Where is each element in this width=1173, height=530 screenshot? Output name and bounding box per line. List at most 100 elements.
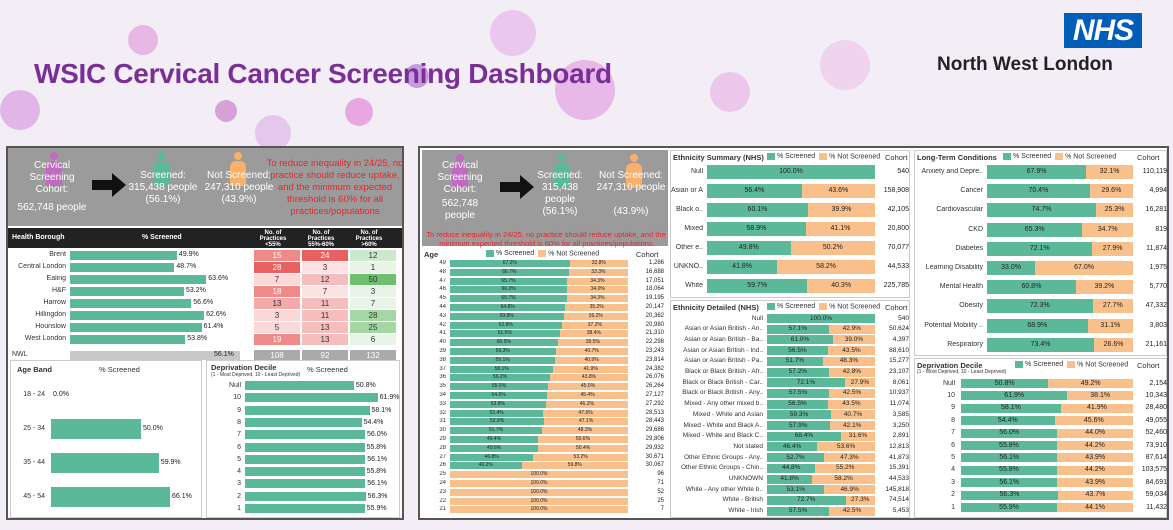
- pct-not-screened: 43.9%: [1085, 478, 1106, 486]
- pct-not-screened: 48.3%: [839, 357, 859, 365]
- bar-not-screened: [1035, 261, 1133, 275]
- borough-pct: 62.6%: [206, 311, 226, 318]
- pct-screened: 49.8%: [738, 244, 759, 251]
- age-pct-not: 100.0%: [530, 480, 548, 486]
- legend-not: % Not Screened: [1077, 361, 1129, 369]
- cohort-value: 44,533: [889, 475, 909, 482]
- age-bar-track: 66.7% 33.3%: [450, 268, 628, 276]
- age-pct-screened: 46.8%: [484, 453, 499, 460]
- bar-track: 56.5% 43.5%: [767, 399, 875, 409]
- cohort-value: 5,770: [1149, 283, 1167, 291]
- cohort-value: 103,575: [1141, 466, 1167, 474]
- chart-title: Long-Term Conditions: [917, 153, 997, 162]
- cohort-value: 74,514: [889, 496, 909, 504]
- age-bar-screened: [450, 286, 568, 294]
- cohort-value: 540: [897, 168, 909, 175]
- age-bar-not: [533, 453, 628, 461]
- not-screened-label: Not Screened:: [599, 170, 663, 181]
- bar-not-screened: [845, 495, 875, 505]
- bar-track: 55.8% 44.2%: [961, 441, 1133, 450]
- age-label: 26: [439, 462, 446, 469]
- borough-bar-track: [70, 311, 250, 320]
- screened-value: 315,438 people: [128, 182, 198, 193]
- borough-name: Hillingdon: [35, 311, 66, 318]
- bar-not-screened: [777, 260, 875, 274]
- total-55-60: 92: [302, 350, 348, 361]
- bar-screened: [767, 463, 816, 473]
- legend-swatch-not: [1067, 361, 1076, 368]
- bar-not-screened: [828, 324, 875, 334]
- bg-circle: [345, 98, 373, 126]
- pct-not-screened: 27.7%: [1102, 302, 1123, 310]
- bar-not-screened: [1067, 391, 1133, 401]
- age-bar-screened: [450, 400, 546, 408]
- pct-screened: 73.4%: [1030, 340, 1051, 348]
- age-bar-track: 100.0%: [450, 488, 628, 496]
- ageband-name: 18 - 24: [23, 391, 45, 398]
- age-pct-not: 32.8%: [591, 260, 606, 266]
- age-pct-screened: 59.1%: [495, 356, 510, 363]
- total-gt60: 132: [350, 350, 396, 361]
- age-bar-screened: [450, 365, 554, 373]
- age-bar-track: 49.4% 50.6%: [450, 436, 628, 443]
- bar-not-screened: [1075, 280, 1133, 295]
- age-label: 42: [439, 321, 446, 328]
- age-pct-not: 34.3%: [590, 295, 605, 302]
- cohort-value: 158,908: [883, 187, 909, 194]
- cohort-value: 10,937: [889, 389, 909, 397]
- age-label: 25: [439, 471, 446, 478]
- not-screened-pct: (43.9%): [613, 206, 649, 217]
- age-bar-not: [545, 400, 628, 408]
- bar-screened: [767, 474, 813, 484]
- legend-swatch-screened: [1003, 153, 1011, 160]
- pct-screened: 58.9%: [746, 225, 767, 232]
- legend-swatch-screened: [767, 303, 775, 310]
- bar-not-screened: [1056, 441, 1133, 450]
- pct-screened: 56.5%: [788, 400, 807, 408]
- age-pct-screened: 40.2%: [478, 462, 493, 469]
- pct-screened: 57.1%: [788, 325, 808, 333]
- cohort-value: 52,460: [1145, 429, 1167, 437]
- row-label: 7: [951, 429, 955, 437]
- bar-not-screened: [1082, 222, 1133, 237]
- age-cohort: 20,147: [645, 304, 664, 310]
- pct-not-screened: 47.3%: [840, 453, 859, 461]
- cohort-value: 87,614: [1145, 453, 1167, 461]
- header-screened: % Screened: [142, 234, 182, 241]
- pct-screened: 50.8%: [994, 379, 1015, 387]
- borough-row: West London 53.8% 19 13 6: [8, 334, 402, 345]
- pct-screened: 57.5%: [788, 507, 808, 515]
- age-bar-not: [450, 506, 628, 514]
- age-label: 43: [439, 312, 446, 319]
- pct-not-screened: 58.2%: [834, 475, 853, 482]
- bar-not-screened: [832, 335, 875, 345]
- legend-not: % Not Screened: [1065, 153, 1117, 161]
- row-label: Null: [942, 379, 955, 387]
- borough-bar: [70, 299, 192, 308]
- age-label: 32: [439, 409, 446, 416]
- not-screened-person-icon: [230, 152, 246, 186]
- cohort-value: 70,077: [887, 244, 909, 251]
- bar-track: 53.1% 46.9%: [767, 485, 875, 495]
- decile-pct: 58.1%: [371, 406, 392, 414]
- age-label: 45: [439, 295, 446, 302]
- bar-screened: [767, 453, 824, 463]
- age-bar-not: [553, 365, 628, 373]
- age-bar-not: [568, 268, 628, 276]
- age-pct-not: 100.0%: [530, 471, 548, 478]
- age-pct-not: 40.9%: [584, 356, 599, 363]
- bar-screened: [767, 388, 830, 398]
- bar-not-screened: [807, 279, 875, 293]
- row-label: Cardiovascular: [936, 206, 983, 214]
- bar-track: 56.5% 43.5%: [767, 346, 875, 356]
- borough-bar-track: [70, 263, 250, 272]
- pct-screened: 57.5%: [788, 389, 808, 397]
- age-bar-screened: [450, 409, 544, 417]
- decile-pct: 55.8%: [366, 443, 387, 451]
- cohort-value: 20,800: [887, 225, 909, 232]
- age-bar-track: 61.6% 38.4%: [450, 330, 628, 338]
- bar-screened: [767, 485, 825, 495]
- legend-not: % Not Screened: [829, 303, 881, 311]
- age-pct-not: 40.7%: [584, 348, 599, 354]
- age-bar-not: [450, 488, 628, 496]
